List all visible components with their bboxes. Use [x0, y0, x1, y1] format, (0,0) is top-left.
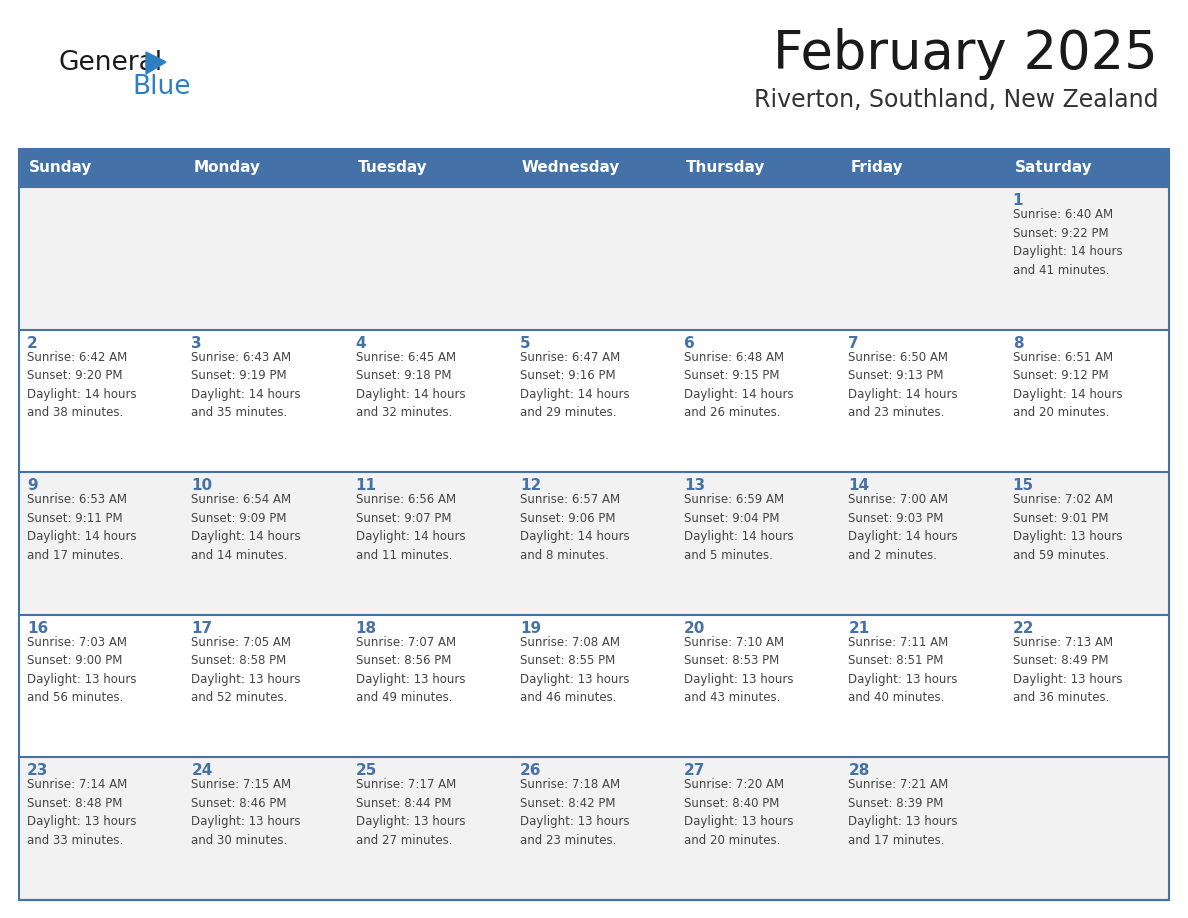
Text: Sunrise: 7:10 AM
Sunset: 8:53 PM
Daylight: 13 hours
and 43 minutes.: Sunrise: 7:10 AM Sunset: 8:53 PM Dayligh…: [684, 635, 794, 704]
Text: Sunrise: 7:08 AM
Sunset: 8:55 PM
Daylight: 13 hours
and 46 minutes.: Sunrise: 7:08 AM Sunset: 8:55 PM Dayligh…: [520, 635, 630, 704]
Text: 5: 5: [520, 336, 531, 351]
Text: February 2025: February 2025: [773, 28, 1158, 80]
Text: Saturday: Saturday: [1015, 161, 1093, 175]
Text: 1: 1: [1012, 194, 1023, 208]
Text: Sunrise: 6:42 AM
Sunset: 9:20 PM
Daylight: 14 hours
and 38 minutes.: Sunrise: 6:42 AM Sunset: 9:20 PM Dayligh…: [27, 351, 137, 420]
Text: 23: 23: [27, 763, 49, 778]
Text: Sunrise: 7:00 AM
Sunset: 9:03 PM
Daylight: 14 hours
and 2 minutes.: Sunrise: 7:00 AM Sunset: 9:03 PM Dayligh…: [848, 493, 958, 562]
Text: 2: 2: [27, 336, 38, 351]
Text: Thursday: Thursday: [687, 161, 765, 175]
Text: 27: 27: [684, 763, 706, 778]
Text: 4: 4: [355, 336, 366, 351]
Text: Sunrise: 6:50 AM
Sunset: 9:13 PM
Daylight: 14 hours
and 23 minutes.: Sunrise: 6:50 AM Sunset: 9:13 PM Dayligh…: [848, 351, 958, 420]
Text: 25: 25: [355, 763, 377, 778]
Text: 19: 19: [520, 621, 541, 635]
Text: Sunrise: 7:13 AM
Sunset: 8:49 PM
Daylight: 13 hours
and 36 minutes.: Sunrise: 7:13 AM Sunset: 8:49 PM Dayligh…: [1012, 635, 1123, 704]
Text: 10: 10: [191, 478, 213, 493]
Text: Sunrise: 6:45 AM
Sunset: 9:18 PM
Daylight: 14 hours
and 32 minutes.: Sunrise: 6:45 AM Sunset: 9:18 PM Dayligh…: [355, 351, 466, 420]
Polygon shape: [146, 52, 166, 74]
Text: 7: 7: [848, 336, 859, 351]
Bar: [19, 149, 1169, 900]
Text: 26: 26: [520, 763, 542, 778]
Text: 28: 28: [848, 763, 870, 778]
Text: Sunrise: 6:56 AM
Sunset: 9:07 PM
Daylight: 14 hours
and 11 minutes.: Sunrise: 6:56 AM Sunset: 9:07 PM Dayligh…: [355, 493, 466, 562]
Text: Friday: Friday: [851, 161, 903, 175]
Text: 8: 8: [1012, 336, 1023, 351]
Text: 9: 9: [27, 478, 38, 493]
Bar: [19, 187, 1169, 330]
Text: 22: 22: [1012, 621, 1035, 635]
Text: Sunrise: 6:43 AM
Sunset: 9:19 PM
Daylight: 14 hours
and 35 minutes.: Sunrise: 6:43 AM Sunset: 9:19 PM Dayligh…: [191, 351, 301, 420]
Text: Sunrise: 7:11 AM
Sunset: 8:51 PM
Daylight: 13 hours
and 40 minutes.: Sunrise: 7:11 AM Sunset: 8:51 PM Dayligh…: [848, 635, 958, 704]
Text: 18: 18: [355, 621, 377, 635]
Text: Sunday: Sunday: [29, 161, 93, 175]
Text: 6: 6: [684, 336, 695, 351]
Text: Sunrise: 6:48 AM
Sunset: 9:15 PM
Daylight: 14 hours
and 26 minutes.: Sunrise: 6:48 AM Sunset: 9:15 PM Dayligh…: [684, 351, 794, 420]
Text: Sunrise: 6:51 AM
Sunset: 9:12 PM
Daylight: 14 hours
and 20 minutes.: Sunrise: 6:51 AM Sunset: 9:12 PM Dayligh…: [1012, 351, 1123, 420]
Text: Sunrise: 6:47 AM
Sunset: 9:16 PM
Daylight: 14 hours
and 29 minutes.: Sunrise: 6:47 AM Sunset: 9:16 PM Dayligh…: [520, 351, 630, 420]
Text: Sunrise: 7:03 AM
Sunset: 9:00 PM
Daylight: 13 hours
and 56 minutes.: Sunrise: 7:03 AM Sunset: 9:00 PM Dayligh…: [27, 635, 137, 704]
Text: 15: 15: [1012, 478, 1034, 493]
Text: Sunrise: 7:02 AM
Sunset: 9:01 PM
Daylight: 13 hours
and 59 minutes.: Sunrise: 7:02 AM Sunset: 9:01 PM Dayligh…: [1012, 493, 1123, 562]
Text: Sunrise: 6:40 AM
Sunset: 9:22 PM
Daylight: 14 hours
and 41 minutes.: Sunrise: 6:40 AM Sunset: 9:22 PM Dayligh…: [1012, 208, 1123, 276]
Text: Monday: Monday: [194, 161, 260, 175]
Text: Tuesday: Tuesday: [358, 161, 428, 175]
Bar: [19, 757, 1169, 900]
Text: 16: 16: [27, 621, 49, 635]
Text: Sunrise: 7:18 AM
Sunset: 8:42 PM
Daylight: 13 hours
and 23 minutes.: Sunrise: 7:18 AM Sunset: 8:42 PM Dayligh…: [520, 778, 630, 846]
Text: Sunrise: 6:53 AM
Sunset: 9:11 PM
Daylight: 14 hours
and 17 minutes.: Sunrise: 6:53 AM Sunset: 9:11 PM Dayligh…: [27, 493, 137, 562]
Text: 11: 11: [355, 478, 377, 493]
Bar: [19, 615, 1169, 757]
Text: 12: 12: [520, 478, 541, 493]
Text: Wednesday: Wednesday: [522, 161, 620, 175]
Text: Sunrise: 7:17 AM
Sunset: 8:44 PM
Daylight: 13 hours
and 27 minutes.: Sunrise: 7:17 AM Sunset: 8:44 PM Dayligh…: [355, 778, 465, 846]
Bar: [19, 472, 1169, 615]
Bar: [19, 330, 1169, 472]
Text: Sunrise: 7:21 AM
Sunset: 8:39 PM
Daylight: 13 hours
and 17 minutes.: Sunrise: 7:21 AM Sunset: 8:39 PM Dayligh…: [848, 778, 958, 846]
Text: 13: 13: [684, 478, 706, 493]
Text: Blue: Blue: [132, 74, 190, 100]
Text: 17: 17: [191, 621, 213, 635]
Text: Sunrise: 7:15 AM
Sunset: 8:46 PM
Daylight: 13 hours
and 30 minutes.: Sunrise: 7:15 AM Sunset: 8:46 PM Dayligh…: [191, 778, 301, 846]
Text: 14: 14: [848, 478, 870, 493]
Text: Sunrise: 6:54 AM
Sunset: 9:09 PM
Daylight: 14 hours
and 14 minutes.: Sunrise: 6:54 AM Sunset: 9:09 PM Dayligh…: [191, 493, 301, 562]
Text: Riverton, Southland, New Zealand: Riverton, Southland, New Zealand: [753, 88, 1158, 112]
Text: Sunrise: 7:07 AM
Sunset: 8:56 PM
Daylight: 13 hours
and 49 minutes.: Sunrise: 7:07 AM Sunset: 8:56 PM Dayligh…: [355, 635, 465, 704]
Bar: [19, 149, 1169, 187]
Text: Sunrise: 6:59 AM
Sunset: 9:04 PM
Daylight: 14 hours
and 5 minutes.: Sunrise: 6:59 AM Sunset: 9:04 PM Dayligh…: [684, 493, 794, 562]
Text: 20: 20: [684, 621, 706, 635]
Text: 3: 3: [191, 336, 202, 351]
Text: 21: 21: [848, 621, 870, 635]
Text: Sunrise: 7:14 AM
Sunset: 8:48 PM
Daylight: 13 hours
and 33 minutes.: Sunrise: 7:14 AM Sunset: 8:48 PM Dayligh…: [27, 778, 137, 846]
Text: Sunrise: 7:05 AM
Sunset: 8:58 PM
Daylight: 13 hours
and 52 minutes.: Sunrise: 7:05 AM Sunset: 8:58 PM Dayligh…: [191, 635, 301, 704]
Text: Sunrise: 7:20 AM
Sunset: 8:40 PM
Daylight: 13 hours
and 20 minutes.: Sunrise: 7:20 AM Sunset: 8:40 PM Dayligh…: [684, 778, 794, 846]
Text: General: General: [58, 50, 162, 76]
Text: Sunrise: 6:57 AM
Sunset: 9:06 PM
Daylight: 14 hours
and 8 minutes.: Sunrise: 6:57 AM Sunset: 9:06 PM Dayligh…: [520, 493, 630, 562]
Text: 24: 24: [191, 763, 213, 778]
